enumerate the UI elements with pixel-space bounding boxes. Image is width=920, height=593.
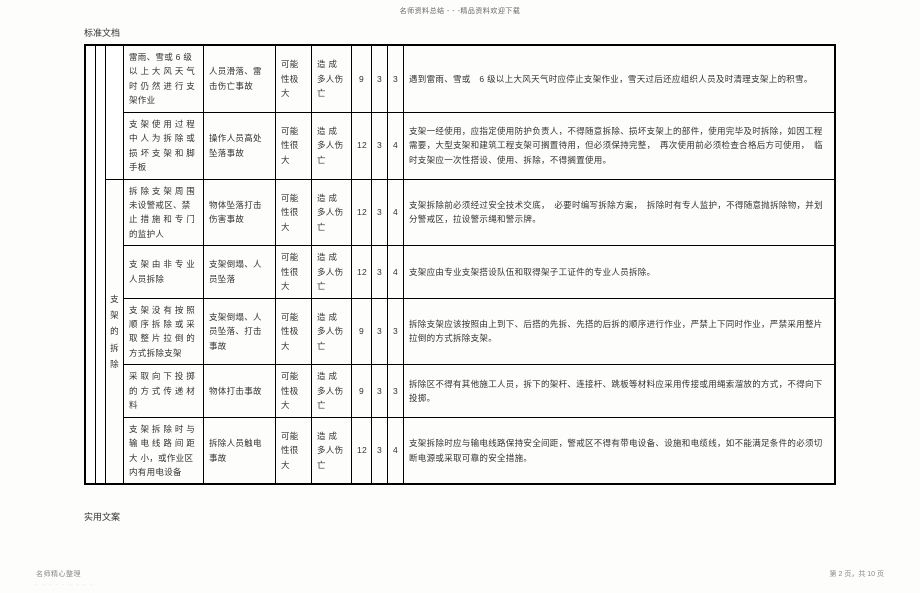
likelihood: 可能性很大: [276, 417, 312, 484]
page-number: 第 2 页，共 10 页: [830, 569, 884, 579]
table-row: 采 取 向 下 投 掷的 方 式 传 递 材料物体打击事故可能性极大造 成 多人…: [86, 365, 835, 417]
risk-desc: 拆 除 支 架 周 围未设警戒区、禁止 措 施 和 专 门的监护人: [124, 179, 204, 246]
accident: 支架倒塌、人员坠落、打击事故: [204, 298, 276, 365]
consequence: 造 成 多人伤亡: [312, 417, 352, 484]
accident: 物体打击事故: [204, 365, 276, 417]
accident: 支架倒塌、人员坠落: [204, 246, 276, 298]
consequence: 造 成 多人伤亡: [312, 365, 352, 417]
score-n2: 3: [372, 246, 388, 298]
score-n3: 3: [388, 298, 404, 365]
accident: 拆除人员触电事故: [204, 417, 276, 484]
blank-col-1: [86, 46, 96, 484]
accident: 物体坠落打击伤害事故: [204, 179, 276, 246]
score-n3: 3: [388, 365, 404, 417]
table-row: 雷雨、雪或 6 级以 上 大 风 天 气时 仍 然 进 行 支架作业人员滑落、雷…: [86, 46, 835, 113]
consequence: 造 成 多人伤亡: [312, 179, 352, 246]
risk-table: 雷雨、雪或 6 级以 上 大 风 天 气时 仍 然 进 行 支架作业人员滑落、雷…: [84, 44, 836, 485]
score-n3: 3: [388, 46, 404, 113]
score-n2: 3: [372, 417, 388, 484]
score-n1: 12: [352, 246, 372, 298]
risk-desc: 支 架 没 有 按 照顺 序 拆 除 或 采取 整 片 拉 倒 的方式拆除支架: [124, 298, 204, 365]
table-row: 支架的拆除拆 除 支 架 周 围未设警戒区、禁止 措 施 和 专 门的监护人物体…: [86, 179, 835, 246]
likelihood: 可能性极大: [276, 298, 312, 365]
category-label: 支架的拆除: [106, 179, 124, 484]
top-banner: 名师资料总结 - - -精品资料欢迎下载: [0, 0, 920, 16]
likelihood: 可能性极大: [276, 46, 312, 113]
score-n1: 12: [352, 417, 372, 484]
score-n1: 9: [352, 298, 372, 365]
risk-desc: 支 架 由 非 专 业人员拆除: [124, 246, 204, 298]
risk-desc: 雷雨、雪或 6 级以 上 大 风 天 气时 仍 然 进 行 支架作业: [124, 46, 204, 113]
score-n3: 4: [388, 179, 404, 246]
consequence: 造 成 多人伤亡: [312, 246, 352, 298]
category-blank: [106, 46, 124, 180]
consequence: 造 成 多人伤亡: [312, 46, 352, 113]
score-n3: 4: [388, 112, 404, 179]
score-n1: 12: [352, 179, 372, 246]
table-row: 支 架 由 非 专 业人员拆除支架倒塌、人员坠落可能性很大造 成 多人伤亡123…: [86, 246, 835, 298]
doc-label: 标准文档: [84, 26, 120, 39]
score-n3: 4: [388, 417, 404, 484]
table-row: 支 架 没 有 按 照顺 序 拆 除 或 采取 整 片 拉 倒 的方式拆除支架支…: [86, 298, 835, 365]
score-n3: 4: [388, 246, 404, 298]
measure: 支架拆除时应与输电线路保持安全间距，警戒区不得有带电设备、设施和电缆线，如不能满…: [404, 417, 835, 484]
score-n2: 3: [372, 112, 388, 179]
consequence: 造 成 多人伤亡: [312, 112, 352, 179]
score-n1: 12: [352, 112, 372, 179]
measure: 遇到雷雨、雪或 6 级以上大风天气时应停止支架作业，雪天过后还应组织人员及时清理…: [404, 46, 835, 113]
measure: 支架拆除前必须经过安全技术交底， 必要时编写拆除方案， 拆除时有专人监护，不得随…: [404, 179, 835, 246]
consequence: 造 成 多人伤亡: [312, 298, 352, 365]
likelihood: 可能性很大: [276, 179, 312, 246]
risk-desc: 采 取 向 下 投 掷的 方 式 传 递 材料: [124, 365, 204, 417]
score-n2: 3: [372, 365, 388, 417]
accident: 人员滑落、雷击伤亡事故: [204, 46, 276, 113]
likelihood: 可能性极大: [276, 365, 312, 417]
table-row: 支 架 使 用 过 程中 人 为 拆 除 或损 坏 支 架 和 脚手板操作人员高…: [86, 112, 835, 179]
measure: 拆除区不得有其他施工人员，拆下的架杆、连接杆、跳板等材料应采用传接或用绳索溜放的…: [404, 365, 835, 417]
risk-desc: 支 架 拆 除 时 与输 电 线 路 间 距大 小，或作业区内有用电设备: [124, 417, 204, 484]
likelihood: 可能性很大: [276, 246, 312, 298]
score-n1: 9: [352, 46, 372, 113]
likelihood: 可能性很大: [276, 112, 312, 179]
credit: 名师精心整理: [36, 569, 81, 579]
score-n2: 3: [372, 298, 388, 365]
credit-sub: . . . . . . . . .: [36, 581, 94, 587]
blank-col-2: [96, 46, 106, 484]
measure: 拆除支架应该按照由上到下、后搭的先拆、先搭的后拆的顺序进行作业，严禁上下同时作业…: [404, 298, 835, 365]
score-n1: 9: [352, 365, 372, 417]
score-n2: 3: [372, 46, 388, 113]
table-row: 支 架 拆 除 时 与输 电 线 路 间 距大 小，或作业区内有用电设备拆除人员…: [86, 417, 835, 484]
accident: 操作人员高处坠落事故: [204, 112, 276, 179]
measure: 支架一经使用，应指定使用防护负责人，不得随意拆除、损坏支架上的部件，使用完毕及时…: [404, 112, 835, 179]
footer-left: 实用文案: [84, 510, 120, 523]
risk-desc: 支 架 使 用 过 程中 人 为 拆 除 或损 坏 支 架 和 脚手板: [124, 112, 204, 179]
score-n2: 3: [372, 179, 388, 246]
measure: 支架应由专业支架搭设队伍和取得架子工证件的专业人员拆除。: [404, 246, 835, 298]
